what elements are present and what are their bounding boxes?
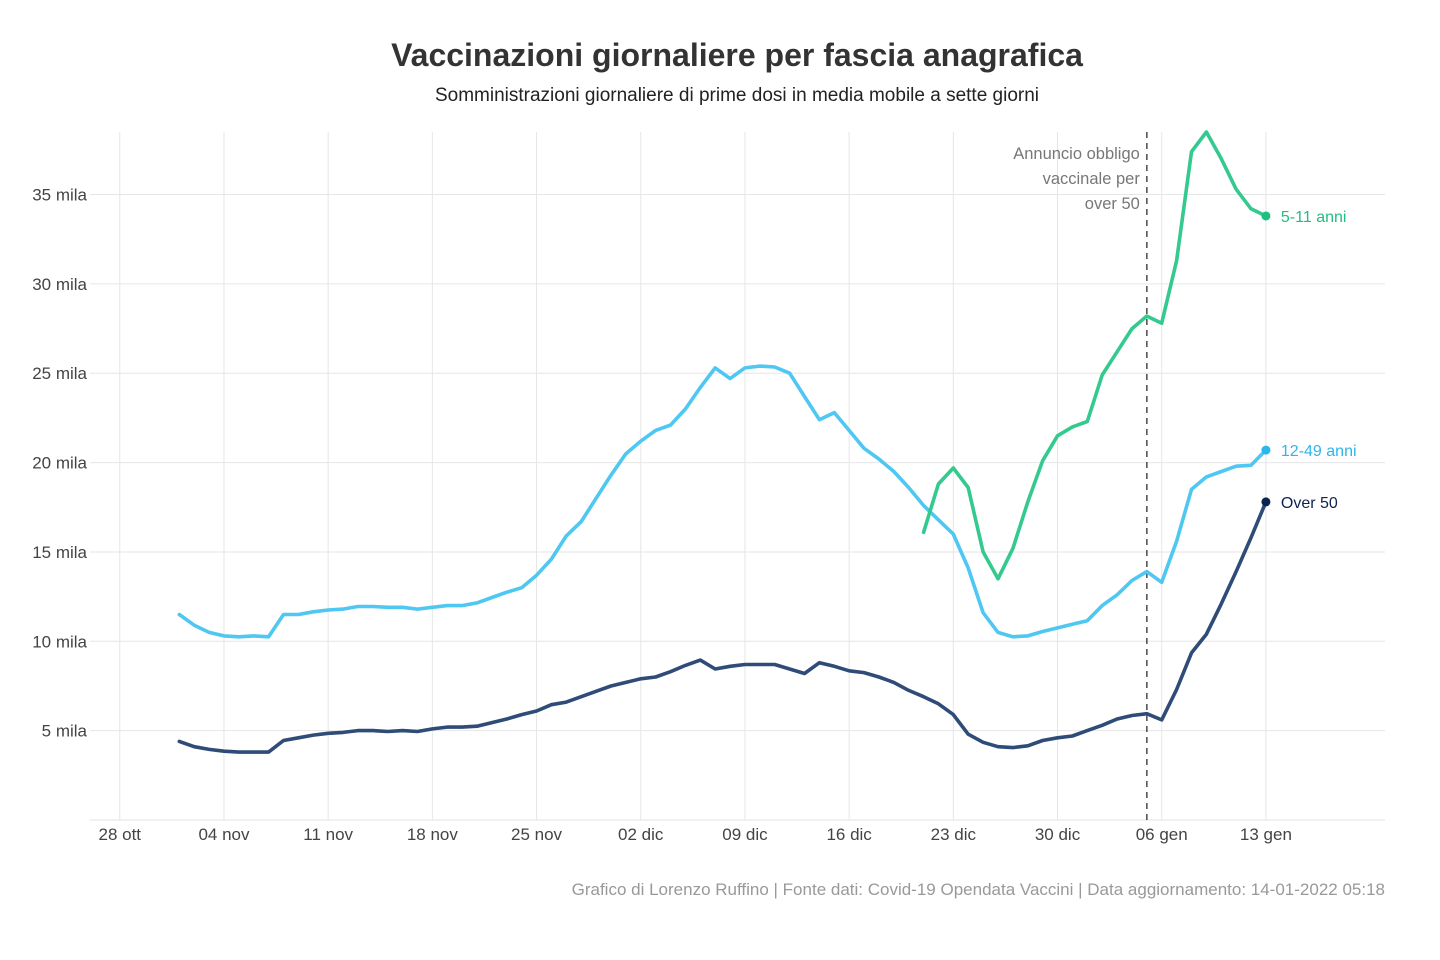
chart-title: Vaccinazioni giornaliere per fascia anag… [391,37,1083,73]
y-axis: 5 mila 10 mila 15 mila 20 mila 25 mila 30 mil… [32,186,87,741]
chart-subtitle: Somministrazioni giornaliere di prime do… [435,85,1039,106]
annotation-text: vaccinale per [1043,170,1141,188]
x-axis: 28 ott 04 nov 11 nov 18 nov 25 nov 02 dic 09 d… [98,825,1291,844]
series-line-1 [177,500,1268,754]
x-tick-label: 04 nov [198,825,250,844]
y-tick-label: 35 mila [32,186,87,205]
annotation: Annuncio obbligo vaccinale per over 50 [1013,132,1148,820]
y-tick-label: 25 mila [32,364,87,383]
y-tick-label: 5 mila [42,722,88,741]
x-tick-label: 13 gen [1240,825,1292,844]
series-end-labels: 12-49 anni Over 50 5-11 anni [1261,209,1357,512]
x-tick-label: 18 nov [407,825,459,844]
y-tick-label: 30 mila [32,275,87,294]
annotation-text: over 50 [1085,195,1140,213]
series-end-label: 5-11 anni [1281,209,1347,226]
x-tick-label: 02 dic [618,825,664,844]
y-tick-label: 10 mila [32,632,87,651]
series-end-point [1261,211,1271,221]
x-tick-label: 30 dic [1035,825,1081,844]
series-line-2 [921,130,1268,581]
chart-caption: Grafico di Lorenzo Ruffino | Fonte dati:… [572,880,1385,899]
x-tick-label: 25 nov [511,825,563,844]
x-tick-label: 11 nov [303,825,353,844]
series-end-point [1261,497,1271,507]
x-tick-label: 28 ott [98,825,141,844]
series-end-label: Over 50 [1281,495,1338,512]
y-tick-label: 20 mila [32,454,87,473]
x-tick-label: 09 dic [722,825,768,844]
x-tick-label: 06 gen [1136,825,1188,844]
gridlines [90,132,1385,821]
series-end-point [1261,445,1271,455]
x-tick-label: 16 dic [826,825,872,844]
y-tick-label: 15 mila [32,543,87,562]
series-lines [177,130,1268,754]
x-tick-label: 23 dic [931,825,977,844]
series-end-label: 12-49 anni [1281,443,1357,460]
annotation-text: Annuncio obbligo [1013,145,1140,163]
series-line-0 [177,364,1268,639]
